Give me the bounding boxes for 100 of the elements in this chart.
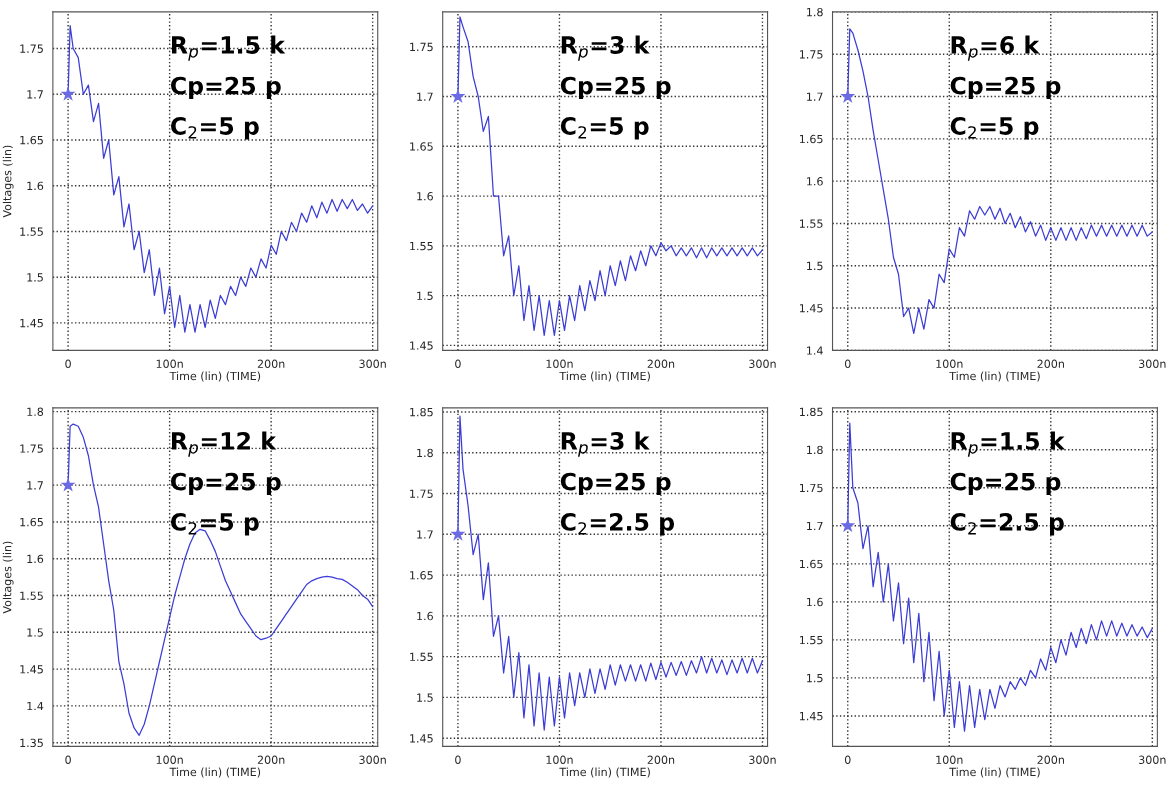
x-tick-label: 300n: [1139, 755, 1166, 764]
y-tick-label: 1.55: [20, 227, 43, 236]
x-tick-label: 200n: [1037, 755, 1064, 764]
y-tick-label: 1.6: [417, 611, 433, 621]
x-tick-label: 300n: [1139, 359, 1166, 368]
x-axis-title: Time (lin) (TIME): [949, 371, 1040, 382]
y-tick-label: 1.45: [410, 734, 433, 743]
annotation: C$_{2}$=2.5 p: [950, 513, 1064, 536]
x-tick-label: 300n: [749, 755, 776, 764]
y-tick-label: 1.75: [410, 42, 433, 52]
y-tick-label: 1.55: [799, 219, 823, 228]
y-tick-label: 1.7: [27, 481, 43, 490]
annotation: R$_{p}$=3 k: [561, 35, 650, 61]
x-tick-label: 200n: [257, 755, 285, 764]
y-tick-label: 1.5: [27, 628, 43, 637]
y-tick-label: 1.55: [20, 591, 43, 600]
x-tick-label: 300n: [359, 755, 386, 764]
y-tick-label: 1.65: [410, 142, 433, 151]
x-tick-label: 100n: [936, 359, 963, 368]
annotation: Cp=25 p: [171, 76, 281, 100]
annotation: R$_{p}$=1.5 k: [951, 431, 1065, 457]
y-tick-label: 1.5: [417, 291, 433, 300]
x-axis-title: Time (lin) (TIME): [559, 371, 650, 382]
y-tick-label: 1.45: [20, 319, 43, 328]
y-axis-title: Voltages (lin): [2, 541, 14, 614]
y-tick-label: 1.75: [410, 489, 433, 498]
x-tick-label: 0: [65, 359, 71, 368]
y-tick-label: 1.4: [807, 346, 823, 355]
x-tick-label: 0: [844, 755, 851, 764]
x-tick-label: 200n: [647, 359, 675, 368]
y-tick-label: 1.8: [807, 445, 823, 455]
annotation: R$_{p}$=6 k: [951, 35, 1040, 61]
annotation: Cp=25 p: [950, 472, 1061, 496]
x-axis-title: Time (lin) (TIME): [949, 767, 1040, 778]
y-tick-label: 1.6: [807, 177, 823, 186]
annotation: Cp=25 p: [171, 472, 281, 496]
annotation: R$_{p}$=12 k: [171, 431, 277, 457]
y-tick-label: 1.7: [27, 90, 43, 99]
y-tick-label: 1.85: [799, 407, 823, 417]
annotation: C$_{2}$=5 p: [171, 117, 259, 140]
x-tick-label: 300n: [359, 359, 386, 368]
y-tick-label: 1.7: [417, 530, 433, 539]
annotation: C$_{2}$=2.5 p: [560, 513, 675, 536]
annotation: Cp=25 p: [560, 472, 671, 496]
y-tick-label: 1.6: [417, 192, 433, 201]
y-tick-label: 1.75: [20, 44, 43, 53]
y-tick-label: 1.45: [799, 712, 823, 721]
y-tick-label: 1.5: [417, 693, 433, 702]
x-tick-label: 100n: [156, 755, 183, 764]
y-tick-label: 1.75: [20, 444, 43, 453]
y-tick-label: 1.55: [799, 636, 823, 645]
y-tick-label: 1.65: [799, 559, 823, 569]
y-tick-label: 1.6: [27, 554, 44, 564]
y-tick-label: 1.65: [799, 134, 823, 144]
x-axis-title: Time (lin) (TIME): [559, 767, 650, 778]
y-tick-label: 1.55: [410, 241, 433, 251]
y-tick-label: 1.45: [799, 304, 823, 313]
y-tick-label: 1.5: [27, 273, 43, 282]
annotation: C$_{2}$=5 p: [560, 117, 649, 140]
y-tick-label: 1.6: [27, 181, 44, 191]
y-tick-label: 1.45: [410, 341, 433, 350]
y-tick-label: 1.65: [20, 135, 43, 145]
x-tick-label: 100n: [546, 755, 573, 764]
x-axis-title: Time (lin) (TIME): [169, 767, 261, 778]
y-tick-label: 1.7: [807, 92, 823, 101]
x-axis-title: Time (lin) (TIME): [169, 371, 261, 382]
y-tick-label: 1.75: [799, 483, 823, 493]
y-tick-label: 1.65: [410, 571, 433, 580]
y-tick-label: 1.7: [807, 521, 823, 531]
x-tick-label: 0: [455, 755, 461, 764]
annotation: Cp=25 p: [950, 76, 1061, 100]
x-tick-label: 100n: [936, 755, 963, 764]
y-tick-label: 1.8: [417, 448, 433, 458]
y-tick-label: 1.8: [27, 407, 44, 416]
annotation: R$_{p}$=3 k: [561, 431, 650, 457]
annotation: Cp=25 p: [560, 76, 671, 100]
y-tick-label: 1.6: [807, 597, 823, 607]
y-tick-label: 1.65: [20, 517, 43, 527]
y-tick-label: 1.4: [27, 702, 44, 711]
x-tick-label: 200n: [647, 755, 675, 764]
x-tick-label: 100n: [546, 359, 573, 368]
x-tick-label: 0: [455, 359, 461, 368]
x-tick-label: 0: [844, 359, 851, 368]
y-axis-title: Voltages (lin): [2, 145, 14, 218]
x-tick-label: 100n: [156, 359, 183, 368]
y-tick-label: 1.85: [410, 407, 433, 417]
annotation: C$_{2}$=5 p: [950, 117, 1039, 140]
y-tick-label: 1.7: [417, 92, 433, 101]
y-tick-label: 1.75: [799, 50, 823, 59]
x-tick-label: 200n: [1037, 359, 1064, 368]
annotation: C$_{2}$=5 p: [171, 513, 259, 536]
y-tick-label: 1.55: [410, 652, 433, 662]
annotation: R$_{p}$=1.5 k: [171, 35, 286, 61]
y-tick-label: 1.45: [20, 665, 43, 674]
y-tick-label: 1.8: [807, 7, 823, 17]
y-tick-label: 1.35: [20, 738, 43, 748]
y-tick-label: 1.5: [807, 261, 823, 271]
x-tick-label: 200n: [257, 359, 285, 368]
y-tick-label: 1.5: [807, 674, 823, 683]
x-tick-label: 0: [65, 755, 71, 764]
